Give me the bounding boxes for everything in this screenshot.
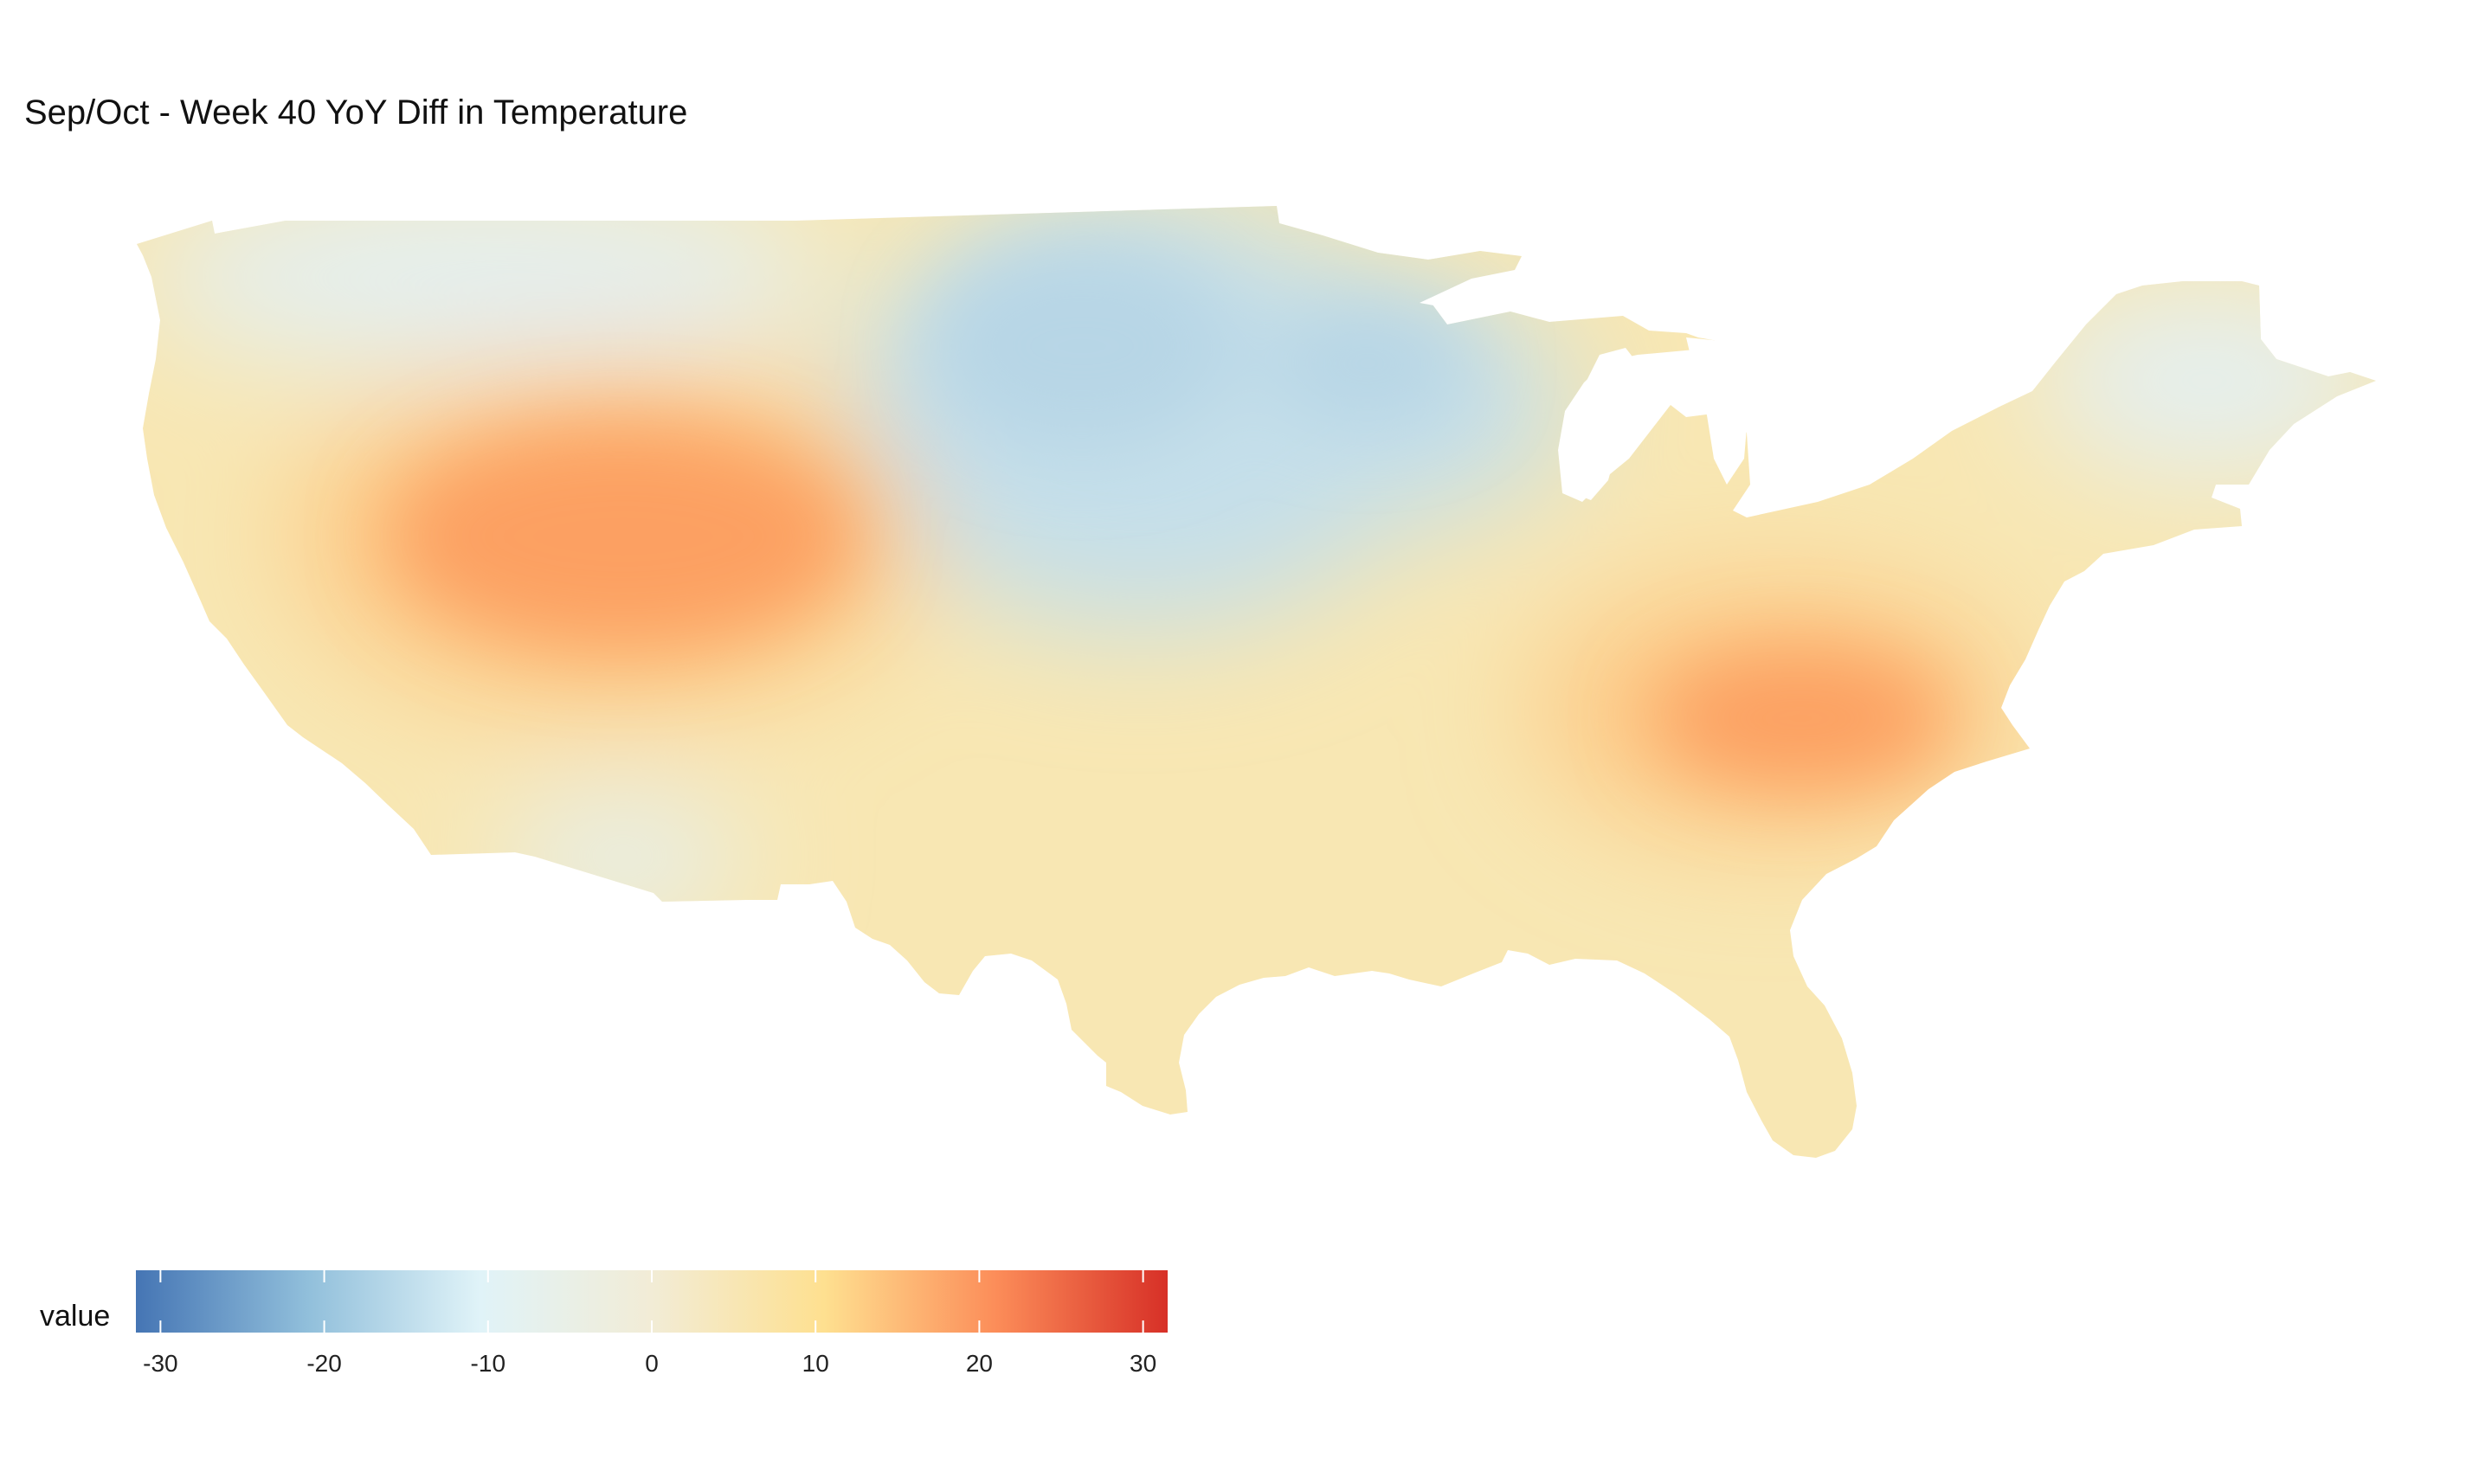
legend-tick-label: 10 xyxy=(802,1350,829,1377)
northwest-cool-band xyxy=(138,206,831,372)
legend-tick-label: 20 xyxy=(965,1350,993,1377)
legend-tick-labels: -30 -20 -10 0 10 20 30 xyxy=(136,1350,1168,1384)
legend-tick-label: 30 xyxy=(1130,1350,1157,1377)
new-england-cool xyxy=(2034,286,2376,476)
legend-label: value xyxy=(40,1300,111,1333)
lake-michigan xyxy=(1565,348,1638,500)
wisconsin-coldest-zone xyxy=(1264,303,1471,424)
lake-huron xyxy=(1686,337,1748,485)
legend-tick-label: -30 xyxy=(143,1350,178,1377)
great-lakes xyxy=(1420,260,1748,500)
lake-superior xyxy=(1420,260,1549,307)
legend-tick-label: -10 xyxy=(470,1350,506,1377)
desert-southwest-cool xyxy=(502,796,744,917)
legend-tick-marks xyxy=(159,1270,1144,1333)
color-legend-bar xyxy=(136,1270,1168,1333)
great-basin-hot-core xyxy=(390,424,857,649)
southeast-hot-core xyxy=(1653,649,1948,787)
dakotas-coldest-zone xyxy=(926,242,1238,450)
legend-tick-label: 0 xyxy=(645,1350,659,1377)
legend-tick-label: -20 xyxy=(306,1350,342,1377)
map-title: Sep/Oct - Week 40 YoY Diff in Temperatur… xyxy=(24,93,688,132)
us-landmass xyxy=(137,206,2376,1158)
